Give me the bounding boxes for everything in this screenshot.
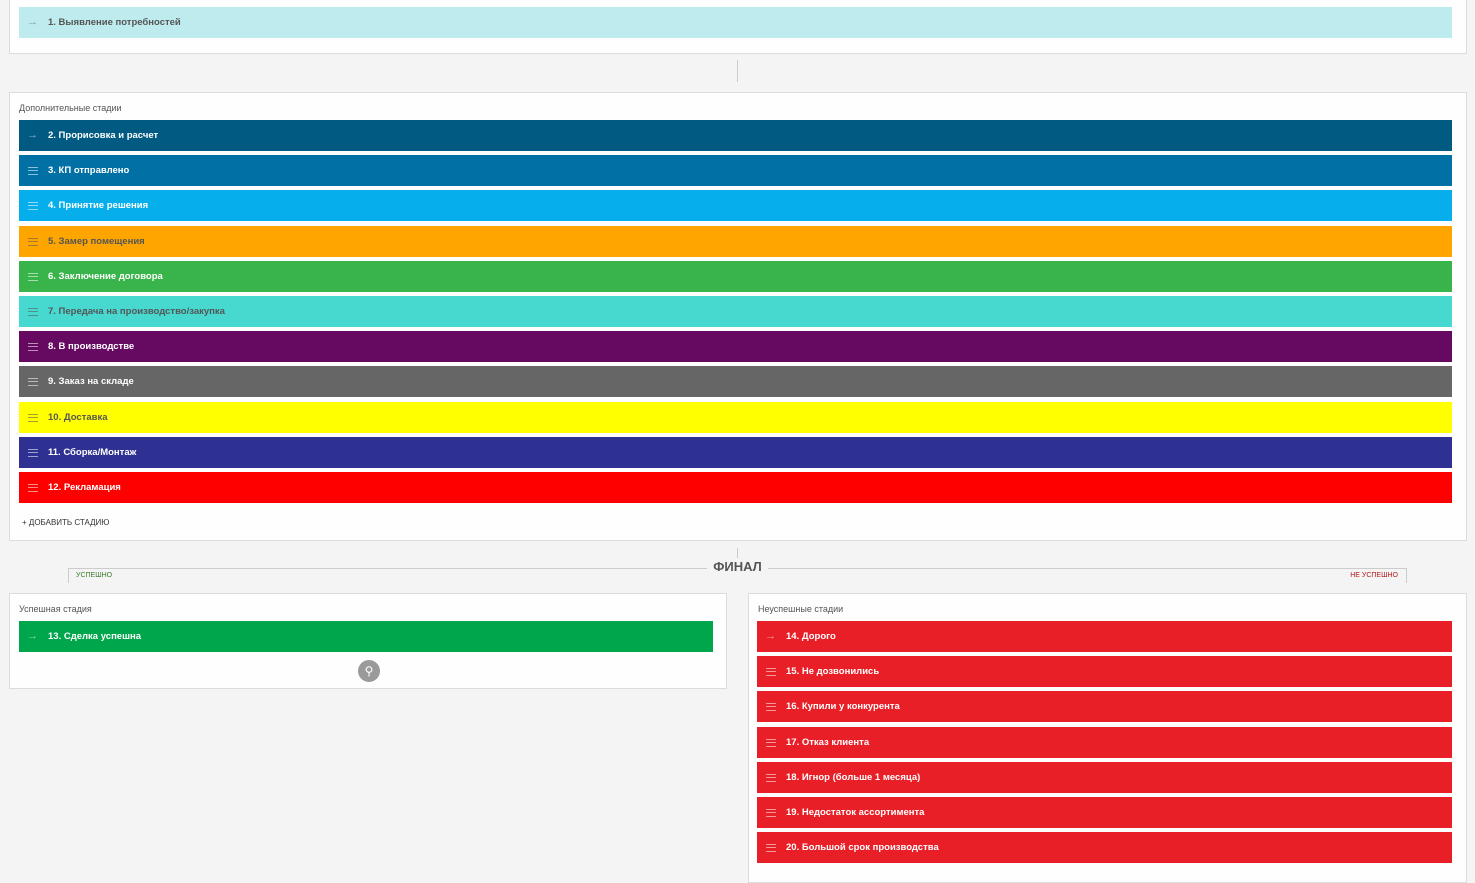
drag-handle — [28, 308, 38, 316]
panel-title: Дополнительные стадии — [19, 103, 122, 113]
drag-handle — [766, 668, 776, 677]
stage-label: 5. Замер помещения — [48, 235, 145, 247]
stage-label: 16. Купили у конкурента — [786, 701, 900, 713]
drag-handle — [766, 773, 776, 782]
stage-label: 3. КП отправлено — [48, 165, 130, 177]
stage-label: 2. Прорисовка и расчет — [48, 130, 159, 141]
stage-bar[interactable]: 3. КП отправлено — [19, 155, 1452, 187]
stage-label: 9. Заказ на складе — [48, 376, 134, 388]
drag-handle — [28, 484, 38, 492]
connector — [737, 60, 738, 82]
stage-bar[interactable]: → 2. Прорисовка и расчет — [19, 120, 1452, 151]
stage-label: 4. Принятие решения — [48, 200, 149, 212]
stage-label: 15. Не дозвонились — [786, 666, 880, 678]
drag-handle — [28, 378, 38, 387]
drag-handle — [28, 343, 38, 352]
stage-bar[interactable]: 4. Принятие решения — [19, 190, 1452, 222]
drag-handle — [28, 413, 38, 422]
stage-label: 1. Выявление потребностей — [48, 17, 181, 28]
stage-label: 14. Дорого — [786, 631, 836, 642]
stage-label: 17. Отказ клиента — [786, 736, 870, 748]
stage-label: 12. Рекламация — [48, 482, 121, 493]
stage-bar[interactable]: → 1. Выявление потребностей — [19, 7, 1452, 38]
drag-handle — [28, 167, 38, 176]
drag-handle — [766, 809, 776, 817]
stage-bar[interactable]: 18. Игнор (больше 1 месяца) — [757, 761, 1452, 793]
stage-label: 18. Игнор (больше 1 месяца) — [786, 771, 921, 783]
final-title-text: ФИНАЛ — [707, 559, 768, 574]
failure-tab — [766, 568, 1407, 583]
panel-title: Неуспешные стадии — [758, 604, 844, 614]
drag-handle — [28, 237, 38, 246]
stage-label: 7. Передача на производство/закупка — [48, 306, 225, 317]
failure-panel: Неуспешные стадии → 14. Дорого 15. Не дозв… — [748, 593, 1467, 883]
additional-panel: Дополнительные стадии + ДОБАВИТЬ СТАДИЮ … — [9, 92, 1467, 541]
stage-bar[interactable]: 5. Замер помещения — [19, 225, 1452, 257]
connector — [737, 548, 738, 558]
stage-bar[interactable]: 6. Заключение договора — [19, 260, 1452, 292]
drag-handle — [766, 844, 776, 853]
stage-label: 6. Заключение договора — [48, 270, 163, 282]
stage-bar[interactable]: → 14. Дорого — [757, 621, 1452, 652]
panel-title: Успешная стадия — [19, 604, 92, 614]
stage-bar[interactable]: 17. Отказ клиента — [757, 726, 1452, 758]
success-panel: Успешная стадия ⚲ → 13. Сделка успешна — [9, 593, 727, 689]
stage-bar[interactable]: 7. Передача на производство/закупка — [19, 296, 1452, 327]
arrow-icon: → — [765, 630, 776, 642]
stage-label: 13. Сделка успешна — [48, 631, 142, 642]
stage-bar[interactable]: 15. Не дозвонились — [757, 656, 1452, 688]
final-title: ФИНАЛ — [0, 559, 1475, 574]
success-label: УСПЕШНО — [76, 572, 113, 579]
arrow-icon: → — [27, 16, 38, 28]
arrow-icon: → — [27, 630, 38, 642]
success-tab — [68, 568, 709, 583]
add-stage-button[interactable]: + ДОБАВИТЬ СТАДИЮ — [22, 518, 110, 527]
stage-label: 19. Недостаток ассортимента — [786, 807, 925, 818]
arrow-icon: → — [27, 129, 38, 141]
drag-handle — [766, 738, 776, 747]
drag-handle — [28, 448, 38, 457]
stage-label: 10. Доставка — [48, 411, 108, 423]
stage-bar[interactable]: 19. Недостаток ассортимента — [757, 797, 1452, 828]
stage-bar[interactable]: 16. Купили у конкурента — [757, 691, 1452, 723]
stage-bar[interactable]: 9. Заказ на складе — [19, 366, 1452, 398]
failure-label: НЕ УСПЕШНО — [1350, 572, 1398, 579]
stage-bar[interactable]: 20. Большой срок производства — [757, 832, 1452, 864]
drag-handle — [28, 202, 38, 211]
stage-label: 20. Большой срок производства — [786, 842, 939, 854]
stage-label: 8. В производстве — [48, 341, 135, 353]
stage-bar[interactable]: 10. Доставка — [19, 401, 1452, 433]
stage-bar[interactable]: 12. Рекламация — [19, 472, 1452, 503]
drag-handle — [28, 272, 38, 281]
trophy-icon: ⚲ — [358, 660, 380, 682]
stage-bar[interactable]: → 13. Сделка успешна — [19, 621, 713, 652]
stage-bar[interactable]: 11. Сборка/Монтаж — [19, 436, 1452, 468]
stage-bar[interactable]: 8. В производстве — [19, 331, 1452, 363]
primary-panel: → 1. Выявление потребностей — [9, 0, 1467, 54]
drag-handle — [766, 703, 776, 712]
stage-label: 11. Сборка/Монтаж — [48, 446, 137, 458]
